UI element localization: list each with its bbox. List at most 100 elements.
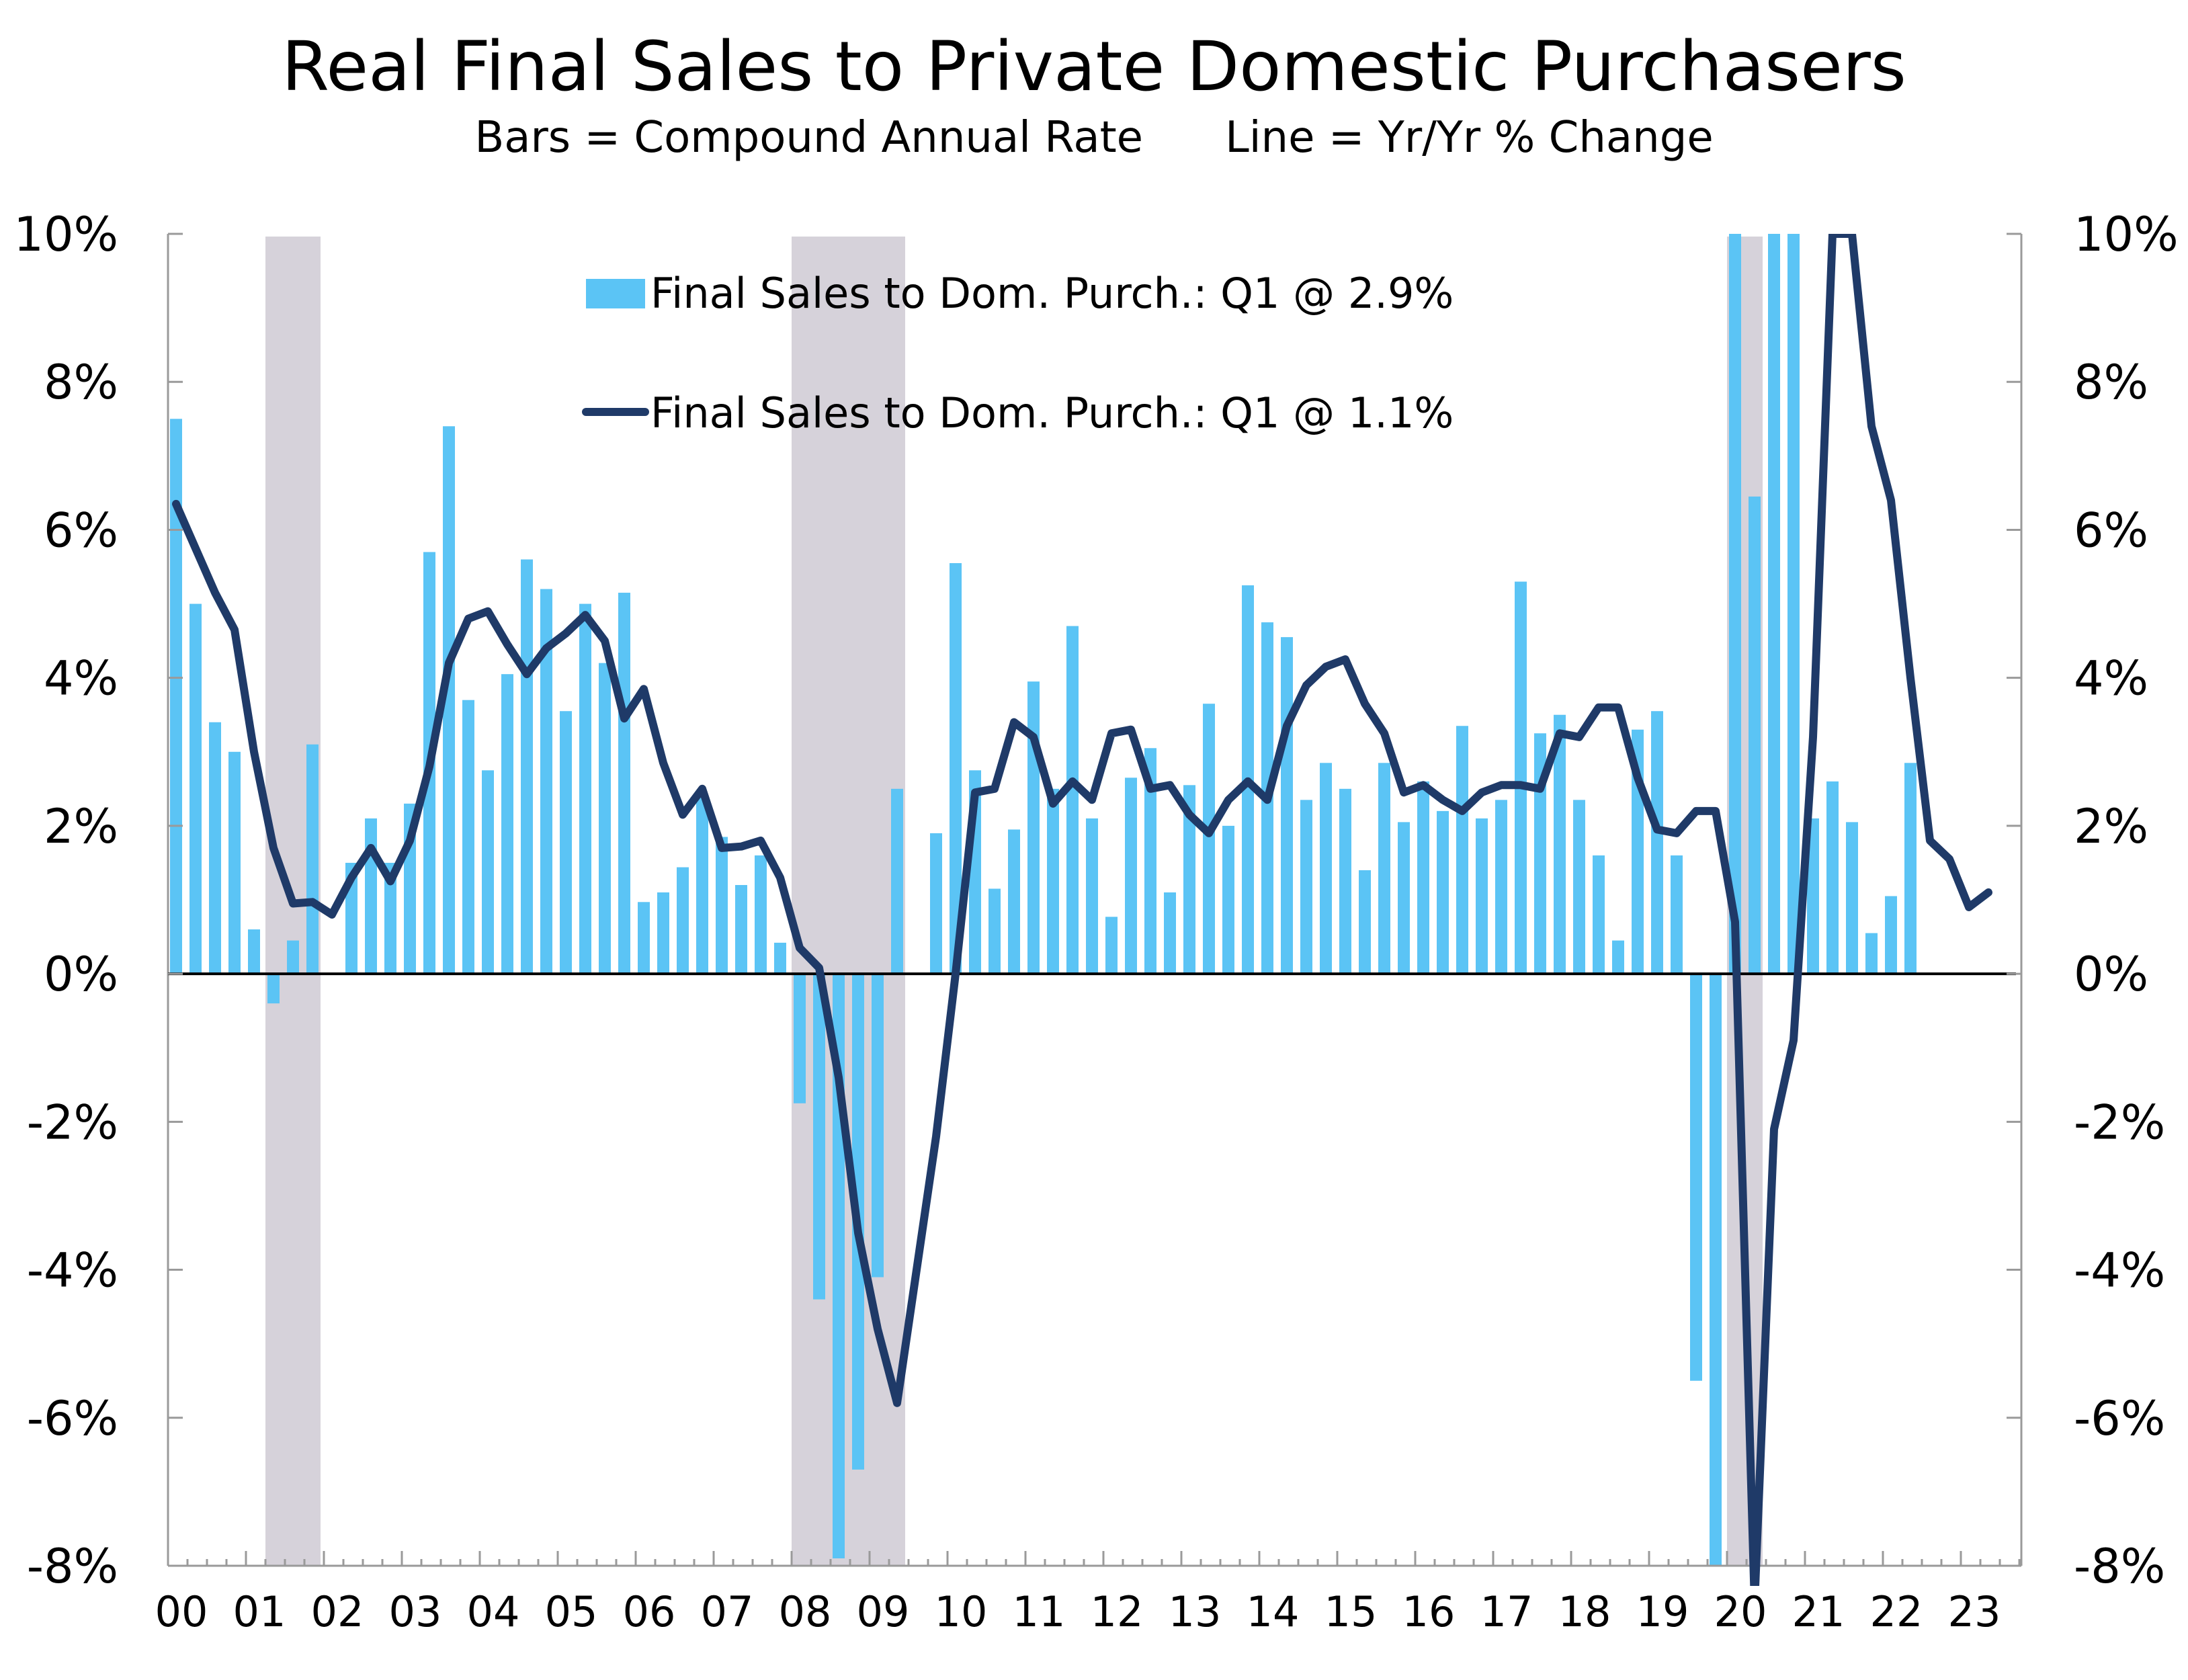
bar xyxy=(1904,763,1917,974)
bar xyxy=(1437,810,1449,974)
bar xyxy=(1534,733,1546,974)
bar xyxy=(1456,726,1468,974)
bar xyxy=(930,833,942,974)
bar xyxy=(1320,763,1332,974)
bar xyxy=(1826,781,1839,974)
bar xyxy=(1125,778,1137,974)
y-tick-label-right: -2% xyxy=(2074,1095,2165,1150)
x-tick-label: 00 xyxy=(155,1587,208,1636)
y-tick-label-right: 6% xyxy=(2074,503,2148,558)
subtitle-bars: Bars = Compound Annual Rate xyxy=(474,113,1144,163)
bar xyxy=(1047,788,1059,974)
y-tick-label-right: -6% xyxy=(2074,1391,2165,1446)
y-tick-label-left: 4% xyxy=(44,651,118,706)
y-tick-label-left: 10% xyxy=(13,207,118,262)
bar-series xyxy=(170,234,1917,1566)
bar xyxy=(1086,818,1098,974)
bar xyxy=(1339,788,1351,974)
legend-line-label: Final Sales to Dom. Purch.: Q1 @ 1.1% xyxy=(650,388,1454,437)
bar xyxy=(1183,785,1195,974)
bar xyxy=(1300,800,1312,974)
bar xyxy=(1105,917,1118,974)
bar xyxy=(657,892,669,974)
bar xyxy=(1749,496,1761,974)
x-tick-label: 03 xyxy=(389,1587,442,1636)
x-tick-label: 11 xyxy=(1013,1587,1066,1636)
y-tick-label-left: -2% xyxy=(27,1095,118,1150)
bar xyxy=(1164,892,1176,974)
bar xyxy=(579,603,591,974)
bar xyxy=(638,902,650,974)
bar xyxy=(677,867,689,974)
y-tick-label-left: 6% xyxy=(44,503,118,558)
bar xyxy=(696,796,708,974)
bar xyxy=(1515,581,1527,974)
bar xyxy=(1846,822,1858,974)
x-tick-label: 17 xyxy=(1480,1587,1533,1636)
legend-bar-swatch xyxy=(586,279,645,308)
x-tick-label: 18 xyxy=(1558,1587,1611,1636)
bar xyxy=(482,770,494,974)
x-tick-label: 16 xyxy=(1402,1587,1456,1636)
bar xyxy=(287,940,299,974)
y-tick-label-left: 2% xyxy=(44,799,118,854)
bar xyxy=(1710,974,1722,1566)
bar xyxy=(1203,704,1215,974)
bar xyxy=(1378,763,1390,974)
x-tick-label: 01 xyxy=(233,1587,286,1636)
x-tick-label: 06 xyxy=(623,1587,676,1636)
bar xyxy=(891,788,903,974)
bar xyxy=(170,419,182,974)
bar xyxy=(1612,940,1624,974)
x-tick-label: 21 xyxy=(1792,1587,1845,1636)
x-tick-label: 19 xyxy=(1636,1587,1689,1636)
x-tick-label: 20 xyxy=(1714,1587,1767,1636)
x-tick-label: 04 xyxy=(467,1587,520,1636)
bar xyxy=(1476,818,1488,974)
bar xyxy=(1651,711,1663,974)
bar xyxy=(716,837,728,974)
chart-title: Real Final Sales to Private Domestic Pur… xyxy=(282,27,1906,107)
bar xyxy=(618,593,630,974)
bar xyxy=(988,888,1001,974)
bar xyxy=(1066,626,1079,974)
y-tick-label-left: -8% xyxy=(27,1539,118,1594)
x-tick-label: 07 xyxy=(701,1587,754,1636)
bar xyxy=(365,818,377,974)
bar xyxy=(1027,681,1040,974)
y-tick-label-right: 4% xyxy=(2074,651,2148,706)
y-tick-label-left: 0% xyxy=(44,947,118,1002)
bar xyxy=(1359,870,1371,974)
bar xyxy=(1787,234,1800,974)
bar xyxy=(1554,714,1566,974)
legend: Final Sales to Dom. Purch.: Q1 @ 2.9% Fi… xyxy=(582,269,1454,437)
y-tick-label-left: -6% xyxy=(27,1391,118,1446)
x-tick-label: 13 xyxy=(1169,1587,1222,1636)
bar xyxy=(521,559,533,974)
bar xyxy=(872,974,884,1277)
x-tick-label: 10 xyxy=(935,1587,988,1636)
axes: 10% 10% 8% 8% 6% 6% 4% 4% 2% 2% 0% 0% -2% -2% -4% -4% -6… xyxy=(13,207,2178,1636)
bar xyxy=(540,589,552,974)
bar xyxy=(560,711,572,974)
subtitle-line: Line = Yr/Yr % Change xyxy=(1225,113,1714,163)
bar xyxy=(774,942,786,974)
y-tick-label-right: 2% xyxy=(2074,799,2148,854)
bar xyxy=(599,663,611,974)
bar xyxy=(1398,822,1410,974)
y-tick-label-right: 8% xyxy=(2074,355,2148,410)
bar xyxy=(306,744,319,974)
bar xyxy=(443,426,455,974)
series-line xyxy=(172,234,1992,1586)
bar xyxy=(1690,974,1702,1381)
bar xyxy=(190,603,202,974)
bar xyxy=(1417,781,1429,974)
bar xyxy=(1593,855,1605,974)
x-tick-label: 15 xyxy=(1324,1587,1378,1636)
bar xyxy=(209,722,221,974)
bar xyxy=(501,674,513,974)
x-tick-label: 08 xyxy=(779,1587,832,1636)
bar xyxy=(1865,933,1878,974)
bar xyxy=(248,929,260,974)
bar xyxy=(735,884,747,974)
